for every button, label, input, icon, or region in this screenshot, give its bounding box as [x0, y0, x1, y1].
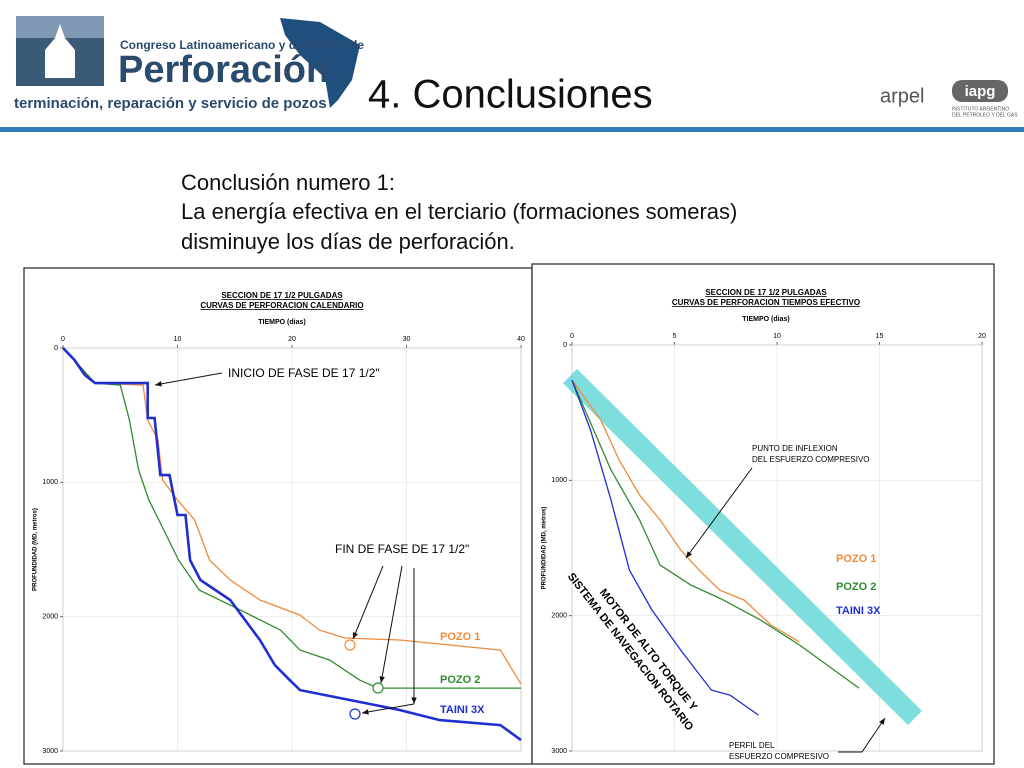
logo-iapg-sub: INSTITUTO ARGENTINO — [952, 106, 1009, 112]
arrow-head — [686, 551, 693, 558]
chart-frame — [23, 267, 533, 765]
y-tick-label: 1000 — [551, 477, 567, 484]
arrow-head — [155, 381, 162, 387]
phase-end-marker — [344, 639, 356, 651]
annotation: INICIO DE FASE DE 17 1/2" — [228, 366, 380, 380]
annotation: ESFUERZO COMPRESIVO — [729, 752, 829, 761]
body-line: disminuye los días de perforación. — [181, 229, 515, 254]
arrow-head — [352, 632, 358, 639]
chart-frame — [531, 263, 995, 765]
arrow-head — [411, 697, 417, 704]
legend-label: TAINI 3X — [440, 704, 485, 716]
heading: 4. Conclusiones — [368, 73, 653, 117]
x-axis-label: TIEMPO (dias) — [742, 316, 789, 323]
logo-arpel: arpel — [880, 85, 924, 107]
x-tick-label: 5 — [673, 333, 677, 340]
series-line — [62, 347, 521, 689]
logo-iapg-sub: DEL PETROLEO Y DEL GAS — [952, 112, 1018, 118]
body-line: Conclusión numero 1: — [181, 170, 395, 195]
arrow — [861, 717, 886, 753]
x-tick-label: 20 — [288, 336, 296, 343]
logo-iapg-bg — [952, 80, 1008, 102]
annotation: PERFIL DEL — [729, 741, 775, 750]
chart-title: SECCION DE 17 1/2 PULGADAS — [221, 291, 343, 300]
legend-label: POZO 1 — [440, 631, 480, 643]
body-line: La energía efectiva en el terciario (for… — [181, 199, 737, 224]
arrow-head — [379, 676, 385, 683]
logo-icon — [45, 24, 75, 78]
arrow — [685, 467, 753, 559]
x-tick-label: 0 — [570, 333, 574, 340]
congress: Congreso Latinoamericano y del Caribe de — [120, 38, 364, 52]
annotation: DEL ESFUERZO COMPRESIVO — [752, 455, 870, 464]
x-axis-label: TIEMPO (dias) — [258, 319, 305, 326]
y-tick-label: 2000 — [551, 613, 567, 620]
x-tick-label: 0 — [61, 336, 65, 343]
series-line — [571, 379, 800, 643]
brand: Perforación — [118, 49, 329, 91]
legend-label: POZO 1 — [836, 553, 876, 565]
y-axis-label: PROFUNDIDAD (MD, metros) — [33, 508, 39, 591]
legend-label: TAINI 3X — [836, 605, 881, 617]
header-rule — [0, 127, 1024, 132]
arrow-head — [362, 709, 369, 715]
series-line — [571, 379, 759, 716]
stress-band — [562, 368, 923, 726]
arrow — [352, 565, 384, 640]
y-tick-label: 3000 — [551, 748, 567, 755]
x-tick-label: 15 — [876, 333, 884, 340]
y-tick-label: 1000 — [42, 479, 58, 486]
chart-subtitle: CURVAS DE PERFORACION CALENDARIO — [200, 301, 363, 310]
series-line — [62, 347, 522, 742]
x-tick-label: 30 — [403, 336, 411, 343]
map-icon — [280, 18, 360, 108]
y-tick-label: 2000 — [42, 614, 58, 621]
x-tick-label: 20 — [978, 333, 986, 340]
y-tick-label: 0 — [563, 342, 567, 349]
logo-iapg: iapg — [965, 83, 996, 100]
chart-subtitle: CURVAS DE PERFORACION TIEMPOS EFECTIVO — [672, 298, 860, 307]
x-tick-label: 10 — [773, 333, 781, 340]
arrow — [380, 565, 403, 684]
x-tick-label: 10 — [174, 336, 182, 343]
arrow-head — [879, 718, 885, 725]
legend-label: POZO 2 — [836, 581, 876, 593]
y-tick-label: 0 — [54, 345, 58, 352]
y-axis-label: PROFUNDIDAD (MD, metros) — [542, 507, 548, 590]
phase-end-marker — [372, 682, 384, 694]
x-tick-label: 40 — [517, 336, 525, 343]
phase-end-marker — [349, 708, 361, 720]
tagline: terminación, reparación y servicio de po… — [14, 95, 327, 112]
series-line — [62, 347, 522, 685]
y-tick-label: 3000 — [42, 748, 58, 755]
annotation: FIN DE FASE DE 17 1/2" — [335, 542, 469, 556]
annotation: PUNTO DE INFLEXION — [752, 444, 838, 453]
arrow — [154, 372, 223, 386]
series-line — [571, 379, 860, 689]
chart-title: SECCION DE 17 1/2 PULGADAS — [705, 288, 827, 297]
legend-label: POZO 2 — [440, 674, 480, 686]
arrow — [361, 703, 415, 714]
